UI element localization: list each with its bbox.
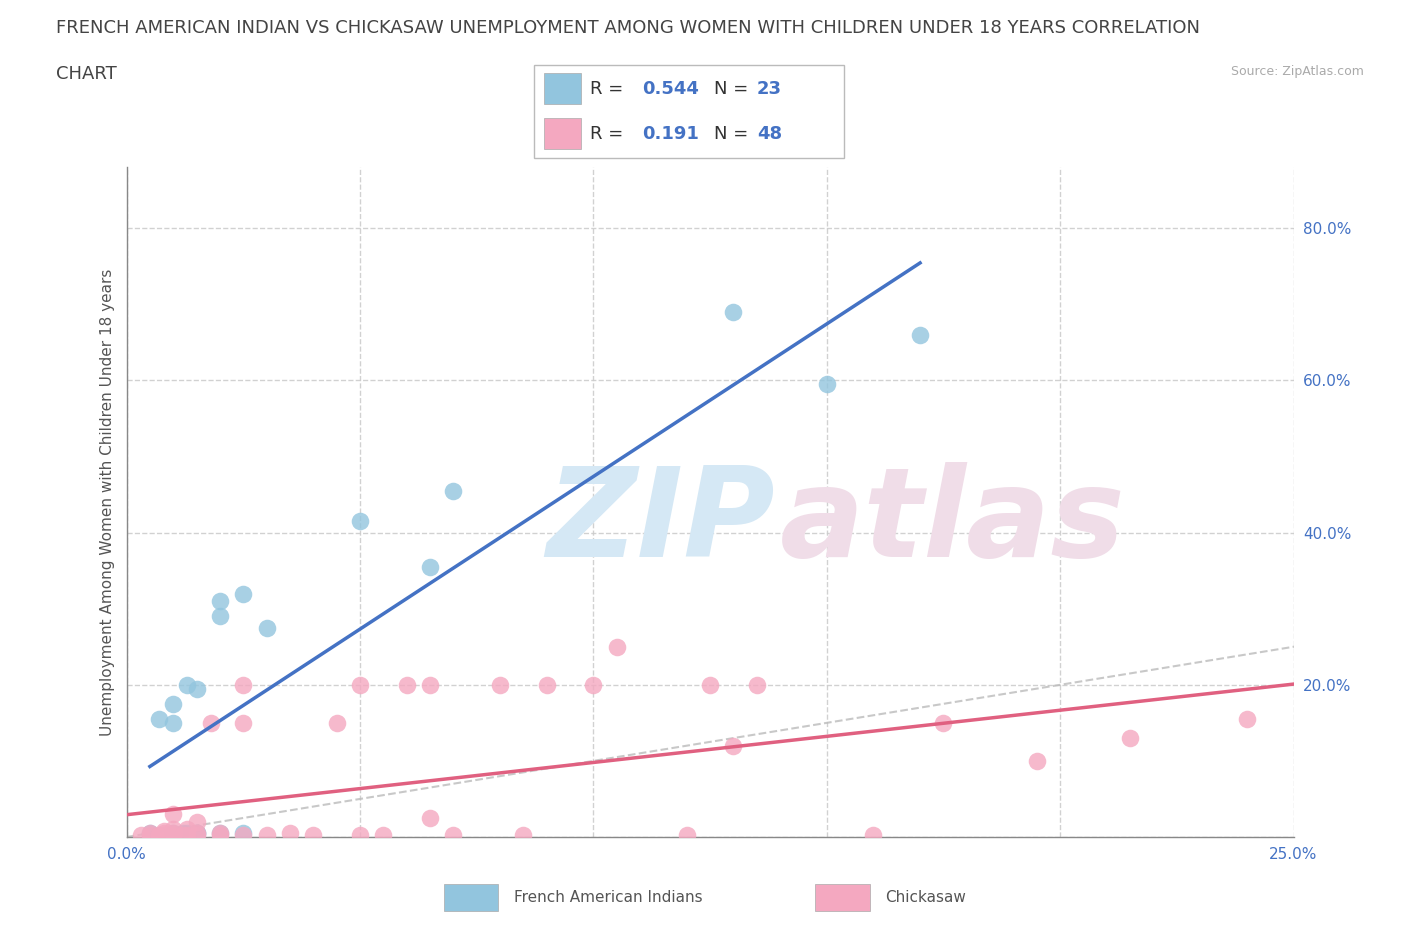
Text: French American Indians: French American Indians	[515, 890, 703, 905]
Text: Source: ZipAtlas.com: Source: ZipAtlas.com	[1230, 65, 1364, 78]
Point	[208, 828, 231, 843]
Point	[512, 828, 534, 843]
Point	[349, 828, 371, 843]
FancyBboxPatch shape	[815, 884, 869, 911]
Point	[172, 828, 194, 843]
Point	[148, 828, 170, 843]
Point	[441, 484, 464, 498]
Point	[139, 826, 162, 841]
Point	[139, 826, 162, 841]
Point	[208, 609, 231, 624]
Point	[395, 677, 418, 692]
Point	[208, 593, 231, 608]
Point	[582, 677, 605, 692]
Text: R =: R =	[591, 125, 634, 143]
Point	[232, 828, 254, 843]
Point	[815, 377, 838, 392]
Point	[278, 826, 301, 841]
Point	[349, 677, 371, 692]
Point	[723, 304, 745, 319]
Point	[208, 826, 231, 841]
FancyBboxPatch shape	[544, 73, 581, 104]
FancyBboxPatch shape	[444, 884, 499, 911]
Point	[1236, 711, 1258, 726]
Point	[186, 681, 208, 696]
Y-axis label: Unemployment Among Women with Children Under 18 years: Unemployment Among Women with Children U…	[100, 269, 115, 736]
Point	[186, 828, 208, 843]
Point	[232, 586, 254, 601]
Point	[302, 828, 325, 843]
Point	[172, 826, 194, 841]
Point	[256, 828, 278, 843]
Point	[932, 715, 955, 730]
Point	[162, 697, 184, 711]
Point	[325, 715, 347, 730]
Point	[162, 822, 184, 837]
Text: 0.544: 0.544	[643, 80, 699, 99]
Text: 23: 23	[756, 80, 782, 99]
Point	[162, 826, 184, 841]
Point	[489, 677, 512, 692]
Point	[200, 715, 222, 730]
Point	[153, 826, 176, 841]
Text: atlas: atlas	[780, 462, 1126, 583]
Text: Chickasaw: Chickasaw	[886, 890, 966, 905]
Point	[176, 822, 198, 837]
Point	[862, 828, 884, 843]
Text: 48: 48	[756, 125, 782, 143]
Point	[186, 826, 208, 841]
Point	[536, 677, 558, 692]
Point	[349, 513, 371, 528]
Point	[162, 715, 184, 730]
Text: R =: R =	[591, 80, 628, 99]
Point	[162, 828, 184, 843]
Point	[153, 828, 176, 843]
Point	[176, 826, 198, 841]
Point	[699, 677, 721, 692]
Point	[186, 826, 208, 841]
Point	[232, 715, 254, 730]
FancyBboxPatch shape	[544, 118, 581, 149]
Point	[162, 806, 184, 821]
Point	[419, 560, 441, 575]
Text: N =: N =	[714, 125, 754, 143]
Point	[256, 620, 278, 635]
Text: ZIP: ZIP	[547, 462, 775, 583]
Point	[186, 826, 208, 841]
Point	[186, 815, 208, 830]
Point	[176, 828, 198, 843]
FancyBboxPatch shape	[534, 65, 844, 158]
Point	[441, 828, 464, 843]
Point	[606, 639, 628, 654]
Point	[148, 711, 170, 726]
Point	[1025, 753, 1047, 768]
Point	[139, 828, 162, 843]
Text: N =: N =	[714, 80, 754, 99]
Text: FRENCH AMERICAN INDIAN VS CHICKASAW UNEMPLOYMENT AMONG WOMEN WITH CHILDREN UNDER: FRENCH AMERICAN INDIAN VS CHICKASAW UNEM…	[56, 19, 1201, 36]
Point	[208, 826, 231, 841]
Point	[162, 826, 184, 841]
Text: 0.191: 0.191	[643, 125, 699, 143]
Point	[745, 677, 768, 692]
Point	[129, 828, 152, 843]
Point	[232, 826, 254, 841]
Point	[419, 677, 441, 692]
Point	[723, 738, 745, 753]
Point	[153, 823, 176, 838]
Point	[176, 677, 198, 692]
Point	[908, 327, 931, 342]
Text: CHART: CHART	[56, 65, 117, 83]
Point	[373, 828, 395, 843]
Point	[419, 811, 441, 826]
Point	[232, 677, 254, 692]
Point	[675, 828, 697, 843]
Point	[1119, 731, 1142, 746]
